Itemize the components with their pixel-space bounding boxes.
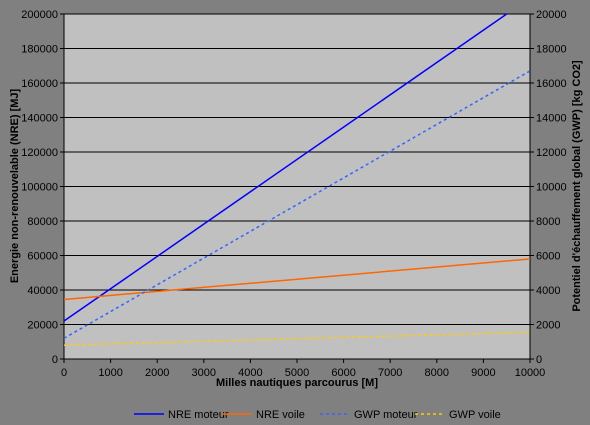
y-left-tick-label: 60000 xyxy=(27,251,58,263)
y-left-tick-label: 100000 xyxy=(21,182,58,194)
x-tick-label: 3000 xyxy=(192,367,216,379)
y-right-tick-label: 16000 xyxy=(536,78,567,90)
x-tick-label: 6000 xyxy=(331,367,355,379)
x-tick-label: 2000 xyxy=(145,367,169,379)
x-tick-label: 5000 xyxy=(285,367,309,379)
y-right-tick-label: 8000 xyxy=(536,216,560,228)
y-right-tick-label: 20000 xyxy=(536,9,567,21)
legend-label: NRE voile xyxy=(256,409,305,421)
y-left-tick-label: 180000 xyxy=(21,44,58,56)
y-left-tick-label: 80000 xyxy=(27,216,58,228)
y-left-tick-label: 0 xyxy=(52,354,58,366)
y-right-tick-label: 2000 xyxy=(536,320,560,332)
x-tick-label: 8000 xyxy=(425,367,449,379)
legend: NRE moteur NRE voile GWP moteur GWP voile xyxy=(134,409,501,421)
y-right-axis-title: Potentiel d'échauffement global (GWP) [k… xyxy=(571,60,583,312)
y-left-tick-label: 120000 xyxy=(21,147,58,159)
y-right-tick-labels: 0 2000 4000 6000 8000 10000 12000 14000 16000 180… xyxy=(536,9,567,366)
series-line-nre-voile xyxy=(63,258,531,301)
x-tick-label: 4000 xyxy=(238,367,262,379)
y-right-tick-label: 0 xyxy=(536,354,542,366)
y-left-tick-label: 140000 xyxy=(21,113,58,125)
y-left-tick-label: 160000 xyxy=(21,78,58,90)
y-left-tick-label: 40000 xyxy=(27,285,58,297)
y-left-axis-title: Energie non-renouvelable (NRE) [MJ] xyxy=(9,88,21,283)
x-tick-label: 9000 xyxy=(471,367,495,379)
x-tick-labels: 0 1000 2000 3000 4000 5000 6000 7000 8000 9000 100… xyxy=(61,367,545,379)
x-tick-label: 10000 xyxy=(515,367,546,379)
x-tick-label: 7000 xyxy=(378,367,402,379)
y-left-tick-labels: 0 20000 40000 60000 80000 100000 120000 140000 1… xyxy=(21,9,58,366)
y-right-tick-label: 4000 xyxy=(536,285,560,297)
x-tick-label: 0 xyxy=(61,367,67,379)
y-left-tick-label: 200000 xyxy=(21,9,58,21)
y-right-tick-label: 10000 xyxy=(536,182,567,194)
y-right-tick-label: 14000 xyxy=(536,113,567,125)
legend-label: GWP voile xyxy=(449,409,501,421)
x-tick-label: 1000 xyxy=(98,367,122,379)
y-right-tick-label: 6000 xyxy=(536,251,560,263)
legend-label: NRE moteur xyxy=(168,409,229,421)
legend-label: GWP moteur xyxy=(354,409,418,421)
x-axis-title: Milles nautiques parcourus [M] xyxy=(216,377,378,389)
series-lines xyxy=(63,13,531,346)
y-right-tick-label: 18000 xyxy=(536,44,567,56)
series-line-nre-moteur xyxy=(63,13,508,322)
y-right-tick-label: 12000 xyxy=(536,147,567,159)
y-left-tick-label: 20000 xyxy=(27,320,58,332)
grid-lines xyxy=(60,13,534,363)
